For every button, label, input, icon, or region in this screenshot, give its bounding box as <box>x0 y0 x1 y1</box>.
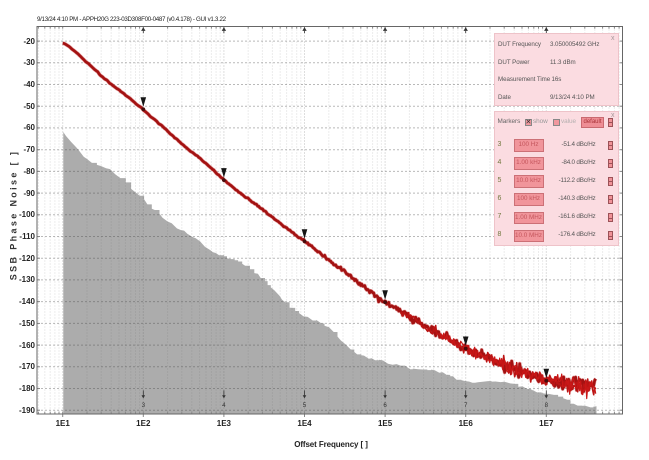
svg-text:3: 3 <box>142 402 146 409</box>
svg-text:7: 7 <box>464 402 468 409</box>
svg-text:5: 5 <box>303 402 307 409</box>
svg-text:8: 8 <box>545 402 549 409</box>
svg-text:4: 4 <box>222 402 226 409</box>
svg-text:6: 6 <box>383 402 387 409</box>
